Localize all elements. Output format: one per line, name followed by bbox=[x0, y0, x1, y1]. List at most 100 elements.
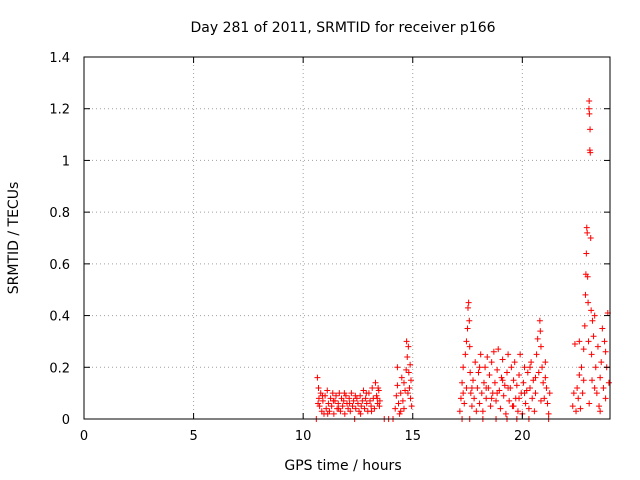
data-point bbox=[582, 291, 589, 298]
data-point bbox=[369, 384, 376, 391]
data-point bbox=[330, 397, 337, 404]
data-point bbox=[403, 338, 410, 345]
data-point bbox=[460, 390, 467, 397]
y-tick-label: 0.4 bbox=[49, 310, 70, 325]
data-point bbox=[577, 405, 584, 412]
data-point bbox=[517, 351, 524, 358]
data-point bbox=[587, 235, 594, 241]
data-point bbox=[456, 408, 463, 415]
data-point bbox=[352, 405, 359, 412]
data-point bbox=[532, 390, 539, 397]
data-point bbox=[404, 390, 411, 397]
data-point bbox=[596, 403, 603, 410]
data-point bbox=[478, 390, 485, 397]
data-point bbox=[358, 403, 365, 410]
data-point bbox=[472, 359, 479, 366]
data-point bbox=[594, 343, 601, 350]
data-point bbox=[463, 384, 470, 391]
data-point bbox=[511, 359, 518, 366]
data-point bbox=[403, 366, 410, 373]
data-point bbox=[466, 317, 473, 324]
data-point bbox=[539, 364, 546, 371]
data-point bbox=[468, 384, 475, 391]
data-point bbox=[325, 400, 332, 407]
data-point bbox=[402, 387, 409, 394]
data-point bbox=[499, 356, 506, 363]
y-tick-label: 1.2 bbox=[49, 103, 70, 118]
data-point bbox=[330, 410, 337, 417]
data-point bbox=[527, 364, 534, 371]
data-point bbox=[499, 377, 506, 384]
y-tick-label: 0 bbox=[62, 413, 70, 428]
data-point bbox=[462, 351, 469, 358]
data-point bbox=[367, 397, 374, 404]
y-tick-labels: 0 0.2 0.4 0.6 0.8 1 1.2 1.4 bbox=[49, 51, 70, 428]
data-point bbox=[324, 410, 331, 417]
data-point bbox=[546, 390, 553, 397]
data-point bbox=[375, 387, 382, 394]
data-point bbox=[514, 408, 521, 415]
data-point bbox=[474, 384, 481, 391]
x-tick-label: 0 bbox=[80, 429, 88, 444]
data-point bbox=[464, 304, 471, 311]
data-point bbox=[505, 384, 512, 391]
data-point bbox=[495, 346, 502, 353]
data-point bbox=[590, 333, 597, 340]
data-point bbox=[341, 410, 348, 417]
data-point bbox=[585, 299, 592, 306]
data-point bbox=[468, 403, 475, 410]
data-point bbox=[467, 390, 474, 397]
data-point bbox=[521, 390, 528, 397]
data-point bbox=[600, 384, 607, 391]
data-point bbox=[349, 403, 356, 410]
y-tick-label: 0.6 bbox=[49, 258, 70, 273]
data-point bbox=[376, 403, 383, 410]
data-point bbox=[487, 403, 494, 410]
data-point bbox=[463, 338, 470, 345]
data-point bbox=[587, 126, 594, 133]
data-point bbox=[579, 390, 586, 397]
data-point bbox=[400, 379, 407, 386]
plot-frame bbox=[83, 56, 611, 420]
data-point bbox=[536, 317, 543, 324]
data-point bbox=[569, 403, 576, 410]
data-point bbox=[522, 400, 529, 407]
data-point bbox=[592, 364, 599, 371]
data-point bbox=[527, 384, 534, 391]
data-point bbox=[537, 328, 544, 335]
data-point bbox=[323, 405, 330, 412]
data-point bbox=[598, 359, 605, 366]
data-point bbox=[542, 359, 549, 366]
data-point bbox=[602, 348, 609, 355]
chart-title: Day 281 of 2011, SRMTID for receiver p16… bbox=[190, 20, 495, 36]
y-axis-title: SRMTID / TECUs bbox=[6, 182, 22, 295]
data-point bbox=[537, 343, 544, 350]
data-point bbox=[483, 395, 490, 402]
data-point bbox=[466, 343, 473, 350]
data-point bbox=[476, 400, 483, 407]
data-point bbox=[376, 397, 383, 404]
y-tick-label: 0.2 bbox=[49, 361, 70, 376]
data-point bbox=[457, 395, 464, 402]
data-point bbox=[476, 364, 483, 371]
data-point bbox=[339, 403, 346, 410]
data-point bbox=[483, 384, 490, 391]
data-point bbox=[315, 384, 322, 391]
data-point bbox=[467, 369, 474, 376]
data-point bbox=[362, 395, 369, 402]
data-point bbox=[601, 338, 608, 345]
x-tick-label: 15 bbox=[404, 429, 421, 444]
data-point bbox=[537, 397, 544, 404]
data-point bbox=[586, 97, 593, 104]
data-point bbox=[597, 408, 604, 415]
data-point bbox=[354, 400, 361, 407]
data-point bbox=[361, 405, 368, 412]
data-point bbox=[535, 369, 542, 376]
data-point bbox=[494, 390, 501, 397]
data-point bbox=[544, 400, 551, 407]
data-point bbox=[516, 372, 523, 379]
data-point bbox=[586, 110, 593, 117]
data-point bbox=[397, 408, 404, 415]
data-point bbox=[473, 408, 480, 415]
data-point bbox=[327, 395, 334, 402]
